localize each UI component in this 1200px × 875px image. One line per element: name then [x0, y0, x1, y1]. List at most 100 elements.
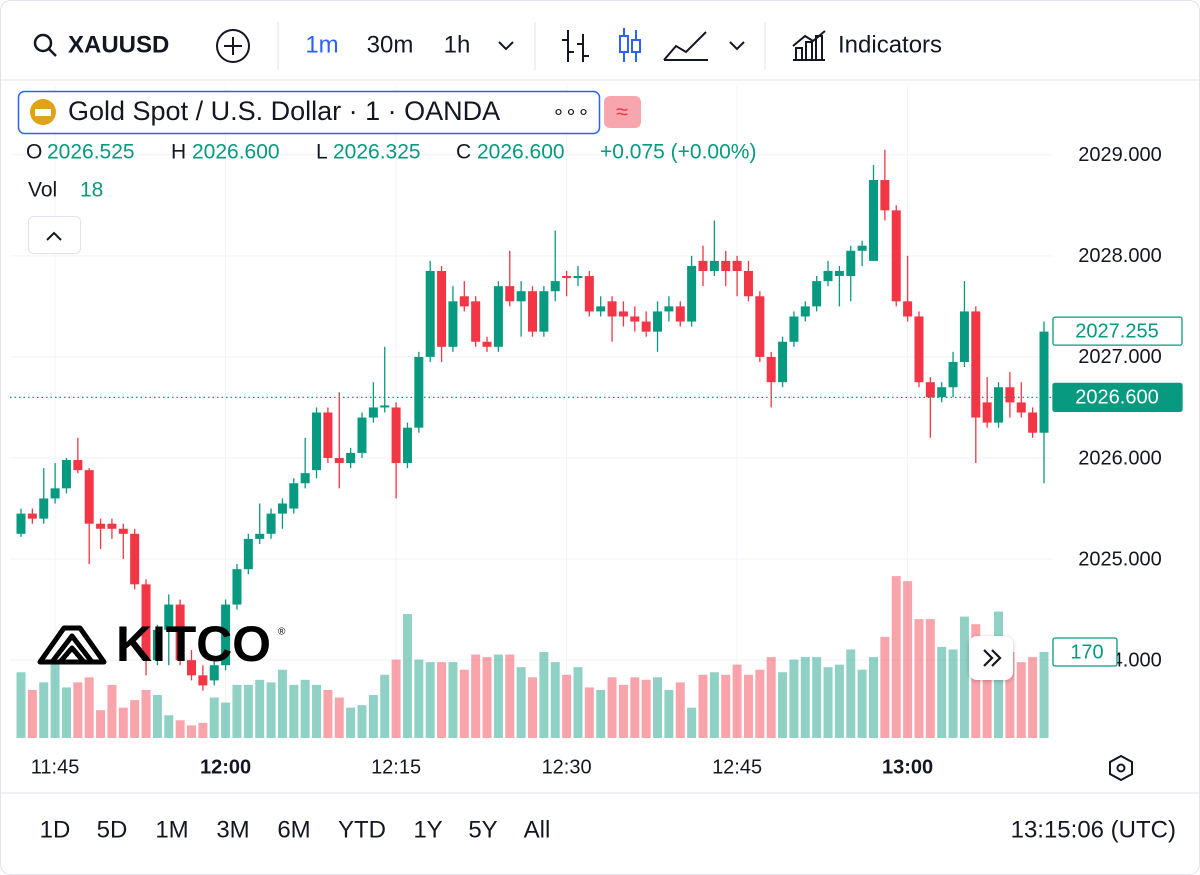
- market-status[interactable]: [604, 96, 641, 128]
- volume-bar: [255, 679, 265, 738]
- chart-type-chevron[interactable]: [729, 41, 745, 51]
- volume-bar: [187, 725, 196, 738]
- candle-body: [459, 296, 469, 307]
- legend-title: Gold Spot / U.S. Dollar · 1 · OANDA: [68, 96, 500, 126]
- volume-bar: [505, 654, 515, 738]
- volume-label: 170: [1070, 641, 1103, 663]
- settings-icon[interactable]: [1109, 754, 1133, 782]
- candle-body: [721, 260, 731, 271]
- registered-mark: ®: [278, 627, 286, 638]
- ohlc-label: H: [171, 141, 186, 164]
- interval-chevron[interactable]: [498, 41, 514, 51]
- range-button[interactable]: 3M: [216, 816, 249, 843]
- volume-bar: [334, 697, 344, 738]
- volume-label-box: [1052, 637, 1118, 667]
- indicators-button[interactable]: Indicators: [838, 31, 942, 58]
- candle-body: [471, 301, 481, 342]
- volume-bar: [834, 664, 844, 738]
- volume-bar: [562, 674, 572, 738]
- bars-icon[interactable]: [562, 30, 589, 62]
- volume-bar: [73, 682, 83, 738]
- volume-bar: [982, 644, 992, 738]
- candle-body: [573, 276, 583, 279]
- volume-bar: [823, 667, 833, 738]
- candle-body: [732, 260, 742, 271]
- symbol[interactable]: XAUUSD: [68, 31, 169, 58]
- range-button[interactable]: All: [524, 816, 551, 843]
- search-icon[interactable]: [33, 33, 53, 53]
- range-button[interactable]: 6M: [277, 816, 310, 843]
- candle-body: [118, 528, 128, 534]
- range-button[interactable]: 1D: [40, 816, 71, 843]
- candle-body: [834, 270, 844, 277]
- candle-body: [243, 538, 253, 570]
- price-label: 2027.255: [1075, 320, 1158, 342]
- y-tick-label: 2025.000: [1078, 548, 1161, 570]
- y-tick-label: 2028.000: [1078, 245, 1161, 267]
- candle-body: [505, 286, 515, 302]
- volume-bar: [300, 679, 310, 738]
- interval[interactable]: 1m: [305, 31, 338, 58]
- candle-body: [925, 382, 935, 398]
- range-button[interactable]: 5D: [97, 816, 128, 843]
- volume-bar: [766, 657, 776, 738]
- candle-body: [391, 407, 401, 464]
- indicators-icon[interactable]: [792, 30, 826, 61]
- candle-body: [937, 387, 947, 398]
- volume-bar: [118, 707, 128, 738]
- volume-bar: [277, 669, 287, 738]
- candle-body: [778, 341, 788, 383]
- series-layer: [10, 149, 1052, 738]
- volume-bar: [630, 677, 640, 738]
- interval[interactable]: 30m: [367, 31, 414, 58]
- volume-bar: [175, 720, 185, 738]
- candle-body: [880, 180, 890, 211]
- toolbar: XAUUSD 1m 30m 1h Indicators: [33, 22, 942, 70]
- candle-body: [675, 306, 685, 322]
- y-tick-label: 2029.000: [1078, 144, 1161, 166]
- candle-body: [948, 361, 958, 388]
- candle-body: [152, 629, 162, 661]
- volume-bar: [357, 705, 367, 738]
- volume-bar: [755, 669, 765, 738]
- candle-body: [869, 180, 878, 261]
- collapse-button[interactable]: [28, 216, 81, 254]
- candle-body: [357, 417, 367, 453]
- range-button[interactable]: YTD: [338, 816, 386, 843]
- legend-title-box[interactable]: [17, 90, 601, 135]
- range-button[interactable]: 1M: [155, 816, 188, 843]
- candle-body: [141, 584, 151, 661]
- candle-body: [607, 301, 617, 317]
- volume-bar: [243, 684, 253, 738]
- x-tick-label: 11:45: [31, 756, 80, 778]
- volume-bar: [152, 695, 162, 738]
- area-icon[interactable]: [663, 31, 708, 61]
- volume-bar: [289, 684, 299, 738]
- volume-bar: [1039, 652, 1049, 738]
- volume-bar: [39, 682, 49, 738]
- interval[interactable]: 1h: [444, 31, 471, 58]
- candle-body: [255, 533, 265, 539]
- volume-bar: [641, 679, 651, 738]
- price-label: 2026.600: [1075, 387, 1158, 409]
- range-button[interactable]: 1Y: [413, 816, 442, 843]
- volume-bar: [414, 659, 424, 738]
- volume-bar: [312, 684, 322, 738]
- volume-bar: [903, 581, 913, 738]
- volume-bar: [528, 677, 537, 738]
- candle-body: [823, 270, 833, 282]
- kitco-text: KITCO: [116, 616, 271, 672]
- candle-body: [528, 291, 537, 332]
- volume-bar: [1016, 662, 1026, 738]
- candle-body: [539, 291, 549, 332]
- volume-bar: [664, 689, 674, 738]
- range-button[interactable]: 5Y: [468, 816, 497, 843]
- more-button[interactable]: ∘∘∘: [552, 101, 590, 123]
- candle-body: [994, 387, 1004, 423]
- volume-bar: [869, 657, 878, 738]
- candle-body: [334, 457, 344, 464]
- candle-body: [562, 276, 572, 279]
- candle-body: [50, 488, 60, 499]
- compare-button[interactable]: [216, 29, 250, 63]
- volume-bar: [1028, 657, 1038, 738]
